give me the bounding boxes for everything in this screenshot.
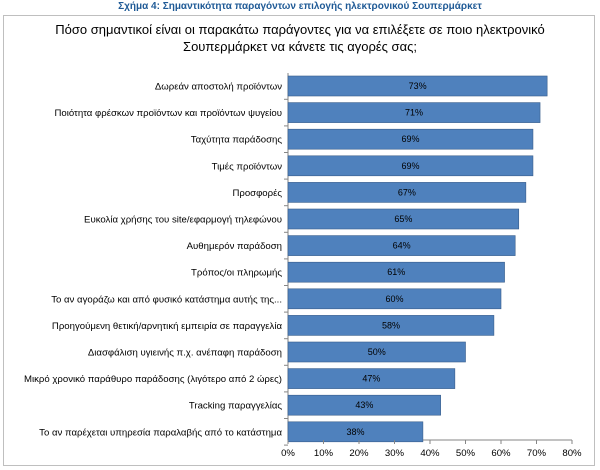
bar xyxy=(287,394,441,416)
bar-value-label: 65% xyxy=(394,214,412,224)
chart-title-line-1: Πόσο σημαντικοί είναι οι παρακάτω παράγο… xyxy=(55,22,545,37)
category-label: Το αν αγοράζω και από φυσικό κατάστημα α… xyxy=(51,294,282,305)
bar xyxy=(287,315,495,336)
category-label: Ποιότητα φρέσκων προϊόντων και προϊόντων… xyxy=(54,108,282,119)
category-label: Tracking παραγγελίας xyxy=(189,401,282,412)
bar xyxy=(287,155,534,177)
chart-frame xyxy=(3,15,595,466)
category-label: Ευκολία χρήσης του site/εφαρμογή τηλεφών… xyxy=(84,215,282,226)
bar xyxy=(287,102,541,123)
chart-title: Πόσο σημαντικοί είναι οι παρακάτω παράγο… xyxy=(0,21,600,55)
bar-value-label: 69% xyxy=(401,161,419,171)
bar-value-label: 73% xyxy=(409,81,427,91)
x-tick-label: 40% xyxy=(420,448,440,459)
x-tick-label: 80% xyxy=(562,448,582,459)
bar-value-label: 71% xyxy=(405,108,423,118)
bar xyxy=(287,182,527,203)
bar xyxy=(287,128,534,150)
x-tick-label: 30% xyxy=(385,448,405,459)
bar xyxy=(287,75,548,97)
bar xyxy=(287,368,456,389)
x-tick-label: 10% xyxy=(314,448,334,459)
category-label: Τιμές προϊόντων xyxy=(212,161,283,172)
category-label: Διασφάλιση υγιεινής π.χ. ανέπαφη παράδοσ… xyxy=(88,348,282,359)
bar-value-label: 43% xyxy=(355,400,373,410)
category-label: Προηγούμενη θετική/αρνητική εμπειρία σε … xyxy=(52,321,283,332)
bar-value-label: 69% xyxy=(401,134,419,144)
bar xyxy=(287,421,424,443)
category-label: Το αν παρέχεται υπηρεσία παραλαβής από τ… xyxy=(39,427,282,438)
category-label: Προσφορές xyxy=(232,188,282,199)
x-tick-label: 70% xyxy=(527,448,547,459)
bar xyxy=(287,288,502,310)
bar xyxy=(287,208,520,230)
chart-title-line-2: Σουπερμάρκετ να κάνετε τις αγορές σας; xyxy=(183,39,417,54)
category-label: Ταχύτητα παράδοσης xyxy=(191,135,283,146)
bar-value-label: 58% xyxy=(382,320,400,330)
figure-caption: Σχήμα 4: Σημαντικότητα παραγόντων επιλογ… xyxy=(118,1,482,12)
category-label: Αυθημερόν παράδοση xyxy=(187,241,282,252)
x-tick-label: 60% xyxy=(491,448,511,459)
x-tick-label: 0% xyxy=(281,448,295,459)
bar-value-label: 60% xyxy=(385,294,403,304)
bar-value-label: 50% xyxy=(368,347,386,357)
bar-value-label: 67% xyxy=(398,187,416,197)
bar xyxy=(287,235,516,256)
bar-value-label: 64% xyxy=(393,241,411,251)
bar-value-label: 61% xyxy=(387,267,405,277)
bar-value-label: 47% xyxy=(362,374,380,384)
bar xyxy=(287,261,505,283)
x-tick-label: 50% xyxy=(456,448,476,459)
category-label: Τρόπος/οι πληρωμής xyxy=(191,268,282,279)
category-label: Μικρό χρονικό παράθυρο παράδοσης (λιγότε… xyxy=(24,374,282,385)
x-tick-label: 20% xyxy=(349,448,369,459)
bar-value-label: 38% xyxy=(346,427,364,437)
bar xyxy=(287,341,466,363)
category-label: Δωρεάν αποστολή προϊόντων xyxy=(155,82,282,93)
